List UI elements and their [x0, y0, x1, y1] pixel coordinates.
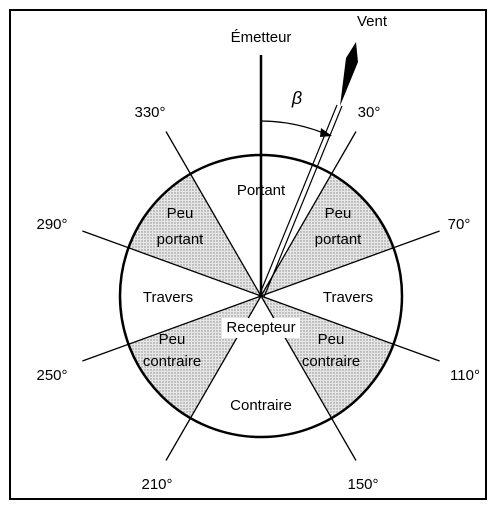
- wind-label: Vent: [357, 13, 388, 30]
- angle-label: 70°: [448, 216, 471, 233]
- angle-label: 330°: [134, 104, 165, 121]
- zone-label: Peu: [325, 205, 352, 222]
- zone-label: portant: [157, 231, 205, 248]
- zone-label: contraire: [302, 353, 360, 370]
- emitter-label: Émetteur: [231, 29, 292, 46]
- arc-arrow: [320, 128, 332, 137]
- frame: [9, 9, 487, 500]
- zone-label: portant: [315, 231, 363, 248]
- angle-label: 290°: [36, 216, 67, 233]
- center-label: Recepteur: [226, 319, 295, 336]
- sector: [261, 173, 394, 296]
- center-label-bg: [222, 318, 300, 338]
- angle-label: 150°: [347, 476, 378, 493]
- zone-label: contraire: [143, 353, 201, 370]
- angle-label: 30°: [358, 104, 381, 121]
- zone-label: Contraire: [230, 397, 292, 414]
- wind-line: [263, 105, 343, 298]
- angle-label: 250°: [36, 367, 67, 384]
- zone-label: Peu: [318, 331, 345, 348]
- angle-label: 110°: [450, 367, 480, 384]
- zone-label: Peu: [167, 205, 194, 222]
- zone-label: Portant: [237, 182, 286, 199]
- wind-line: [258, 104, 338, 297]
- angle-label: 210°: [141, 476, 172, 493]
- zone-label: Peu: [159, 331, 186, 348]
- wind-arrow: [340, 42, 358, 106]
- angle-arc: [260, 120, 327, 135]
- sector: [128, 173, 261, 296]
- zone-label: Travers: [323, 289, 373, 306]
- angle-symbol: β: [291, 88, 302, 108]
- zone-label: Travers: [143, 289, 193, 306]
